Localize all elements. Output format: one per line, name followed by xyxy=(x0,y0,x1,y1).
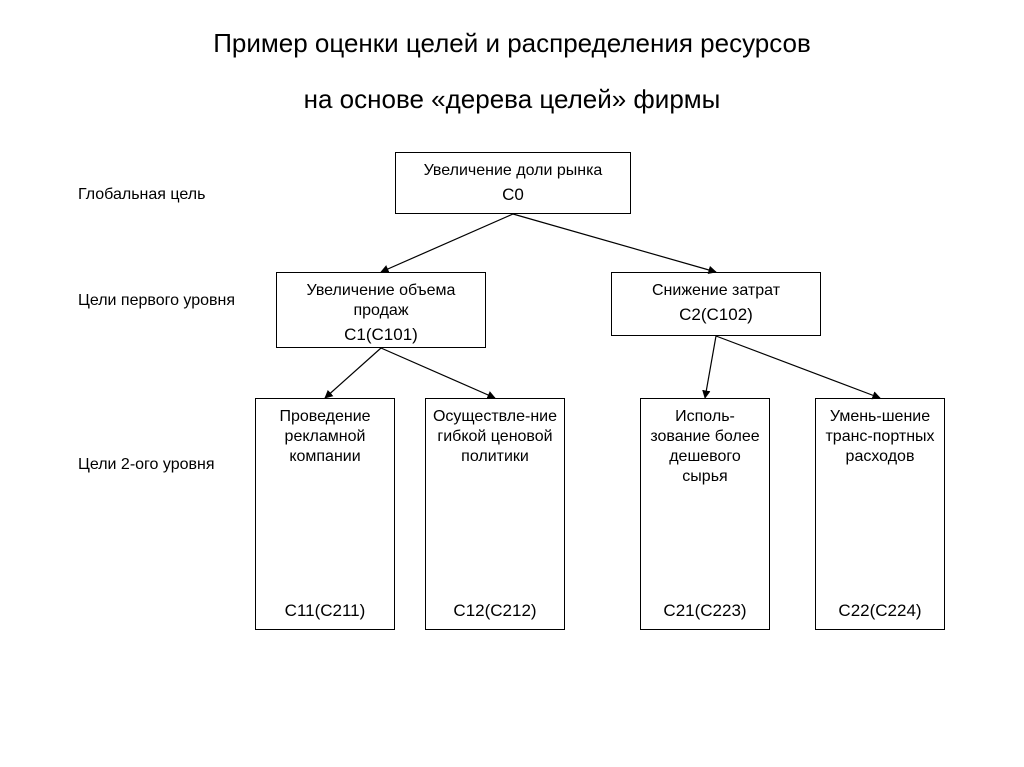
node-c2-text: Снижение затрат xyxy=(652,281,780,301)
node-c2-code: С2(С102) xyxy=(679,305,753,325)
node-root-code: С0 xyxy=(502,185,524,205)
node-c12-text: Осуществле-ние гибкой ценовой политики xyxy=(432,407,558,467)
node-c11: Проведение рекламной компании С11(С211) xyxy=(255,398,395,630)
title-line-1: Пример оценки целей и распределения ресу… xyxy=(0,28,1024,59)
node-root-text: Увеличение доли рынка xyxy=(424,161,603,181)
node-c2: Снижение затрат С2(С102) xyxy=(611,272,821,336)
node-c21: Исполь-зование более дешевого сырья С21(… xyxy=(640,398,770,630)
node-c12: Осуществле-ние гибкой ценовой политики С… xyxy=(425,398,565,630)
row-label-level1: Цели первого уровня xyxy=(78,292,235,310)
node-c1-code: С1(С101) xyxy=(344,325,418,345)
row-label-level2: Цели 2-ого уровня xyxy=(78,456,215,474)
diagram-canvas: Пример оценки целей и распределения ресу… xyxy=(0,0,1024,767)
node-c11-code: С11(С211) xyxy=(285,571,366,621)
row-label-global: Глобальная цель xyxy=(78,186,205,204)
node-c11-text: Проведение рекламной компании xyxy=(262,407,388,467)
node-c1-text: Увеличение объема продаж xyxy=(283,281,479,321)
title-line-2: на основе «дерева целей» фирмы xyxy=(0,84,1024,115)
node-c21-code: С21(С223) xyxy=(663,571,746,621)
node-c21-text: Исполь-зование более дешевого сырья xyxy=(647,407,763,487)
node-c12-code: С12(С212) xyxy=(453,571,536,621)
node-c22: Умень-шение транс-портных расходов С22(С… xyxy=(815,398,945,630)
tree-edges xyxy=(0,0,1024,767)
node-root: Увеличение доли рынка С0 xyxy=(395,152,631,214)
node-c22-text: Умень-шение транс-портных расходов xyxy=(822,407,938,467)
node-c22-code: С22(С224) xyxy=(838,571,921,621)
node-c1: Увеличение объема продаж С1(С101) xyxy=(276,272,486,348)
